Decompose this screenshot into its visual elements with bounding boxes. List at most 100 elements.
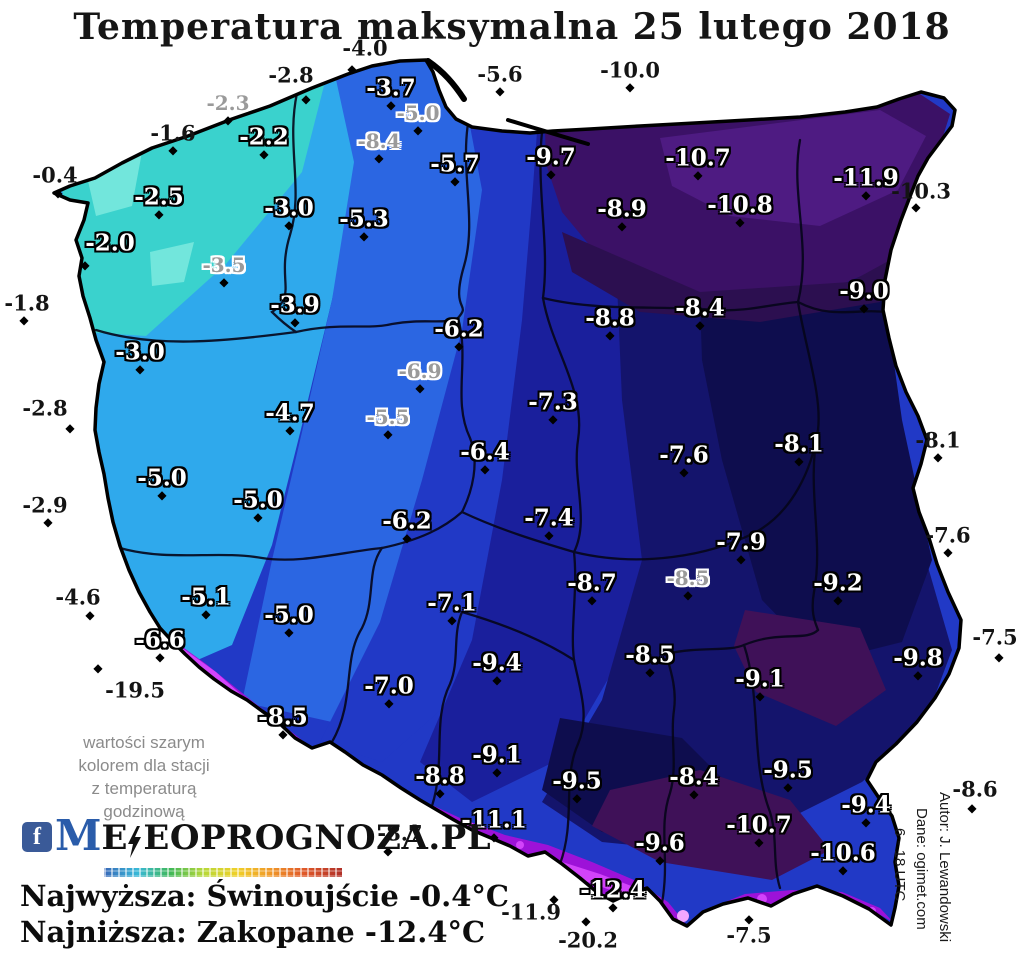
station-label: -8.5 bbox=[666, 566, 710, 590]
station-label: -3.0 bbox=[264, 194, 314, 222]
station-label: -6.9 bbox=[398, 359, 442, 383]
station-marker-diamond: ◆ bbox=[413, 123, 423, 137]
station-marker-diamond: ◆ bbox=[754, 835, 764, 849]
station-label: -1.6 bbox=[150, 120, 196, 146]
station-label: -9.8 bbox=[893, 644, 943, 672]
station-label: -6.2 bbox=[382, 507, 432, 535]
station-label: -9.5 bbox=[552, 767, 602, 795]
gray-values-note: wartości szarym kolorem dla stacji z tem… bbox=[38, 731, 250, 823]
station-marker-diamond: ◆ bbox=[374, 151, 384, 165]
station-marker-diamond: ◆ bbox=[572, 791, 582, 805]
station-marker-diamond: ◆ bbox=[492, 765, 502, 779]
station-marker-diamond: ◆ bbox=[450, 174, 460, 188]
station-label: -7.5 bbox=[726, 922, 772, 948]
station-label: -6.4 bbox=[460, 438, 510, 466]
station-label: -4.6 bbox=[55, 584, 101, 610]
station-marker-diamond: ◆ bbox=[135, 362, 145, 376]
station-marker-diamond: ◆ bbox=[744, 912, 754, 926]
station-label: -11.9 bbox=[833, 164, 899, 192]
summary-lowest: Najniższa: Zakopane -12.4°C bbox=[20, 915, 486, 949]
station-marker-diamond: ◆ bbox=[383, 844, 393, 858]
note-line: wartości szarym bbox=[83, 733, 205, 752]
vistula-spit bbox=[506, 118, 590, 146]
zone-east-darkest bbox=[700, 278, 932, 662]
station-label: -10.7 bbox=[726, 811, 792, 839]
zone-central-blue bbox=[242, 60, 502, 722]
station-marker-diamond: ◆ bbox=[80, 258, 90, 272]
station-label: -2.0 bbox=[85, 229, 135, 257]
station-label: -11.9 bbox=[501, 899, 561, 925]
station-label: -9.4 bbox=[841, 791, 891, 819]
station-label: -5.0 bbox=[264, 601, 314, 629]
station-marker-diamond: ◆ bbox=[625, 80, 635, 94]
station-marker-diamond: ◆ bbox=[454, 339, 464, 353]
station-label: -7.4 bbox=[524, 504, 574, 532]
station-label: -1.8 bbox=[4, 290, 50, 316]
station-label: -3.7 bbox=[366, 74, 416, 102]
zone-se-purple bbox=[734, 610, 886, 726]
station-marker-diamond: ◆ bbox=[157, 488, 167, 502]
station-marker-diamond: ◆ bbox=[693, 168, 703, 182]
station-marker-diamond: ◆ bbox=[384, 696, 394, 710]
station-label: -8.8 bbox=[585, 304, 635, 332]
station-label: -8.9 bbox=[597, 195, 647, 223]
station-marker-diamond: ◆ bbox=[223, 113, 233, 127]
station-label: -9.1 bbox=[735, 665, 785, 693]
station-label: -11.1 bbox=[461, 806, 527, 834]
station-marker-diamond: ◆ bbox=[480, 462, 490, 476]
station-label: -7.5 bbox=[972, 624, 1018, 650]
station-marker-diamond: ◆ bbox=[65, 421, 75, 435]
station-label: -2.2 bbox=[239, 123, 289, 151]
station-marker-diamond: ◆ bbox=[608, 900, 618, 914]
station-marker-diamond: ◆ bbox=[301, 92, 311, 106]
station-marker-diamond: ◆ bbox=[253, 510, 263, 524]
note-line: godzinową bbox=[103, 802, 185, 821]
station-marker-diamond: ◆ bbox=[967, 801, 977, 815]
station-marker-diamond: ◆ bbox=[201, 607, 211, 621]
hel-peninsula bbox=[425, 58, 467, 102]
station-label: -8.4 bbox=[669, 763, 719, 791]
station-label: -5.5 bbox=[366, 405, 410, 429]
station-marker-diamond: ◆ bbox=[168, 143, 178, 157]
station-marker-diamond: ◆ bbox=[645, 665, 655, 679]
station-marker-diamond: ◆ bbox=[911, 200, 921, 214]
station-marker-diamond: ◆ bbox=[492, 673, 502, 687]
station-marker-diamond: ◆ bbox=[913, 668, 923, 682]
station-label: -9.5 bbox=[763, 756, 813, 784]
station-marker-diamond: ◆ bbox=[219, 275, 229, 289]
station-label: -7.1 bbox=[427, 589, 477, 617]
station-label: -5.3 bbox=[339, 205, 389, 233]
station-marker-diamond: ◆ bbox=[435, 786, 445, 800]
station-label: -2.3 bbox=[206, 91, 250, 115]
station-label: -20.2 bbox=[558, 927, 618, 953]
station-label: -9.1 bbox=[472, 741, 522, 769]
station-label: -8.5 bbox=[258, 703, 308, 731]
station-marker-diamond: ◆ bbox=[735, 215, 745, 229]
station-marker-diamond: ◆ bbox=[43, 515, 53, 529]
station-label: -5.7 bbox=[430, 150, 480, 178]
station-label: -4.7 bbox=[265, 399, 315, 427]
station-marker-diamond: ◆ bbox=[85, 608, 95, 622]
station-marker-diamond: ◆ bbox=[383, 427, 393, 441]
station-label: -2.8 bbox=[268, 62, 314, 88]
station-marker-diamond: ◆ bbox=[794, 454, 804, 468]
station-label: -3.5 bbox=[202, 253, 246, 277]
station-label: -12.4 bbox=[580, 876, 646, 904]
zone-ne-purple-light bbox=[660, 110, 926, 226]
station-marker-diamond: ◆ bbox=[19, 313, 29, 327]
station-label: -8.8 bbox=[415, 762, 465, 790]
station-marker-diamond: ◆ bbox=[447, 613, 457, 627]
station-marker-diamond: ◆ bbox=[683, 588, 693, 602]
station-marker-diamond: ◆ bbox=[861, 815, 871, 829]
station-marker-diamond: ◆ bbox=[549, 892, 559, 906]
station-label: -9.6 bbox=[635, 829, 685, 857]
station-label: -2.5 bbox=[134, 183, 184, 211]
zone-central-deepblue bbox=[320, 62, 562, 762]
station-label: -8.7 bbox=[567, 569, 617, 597]
station-marker-diamond: ◆ bbox=[290, 315, 300, 329]
station-marker-diamond: ◆ bbox=[284, 625, 294, 639]
voivodeship-borders bbox=[94, 91, 886, 905]
